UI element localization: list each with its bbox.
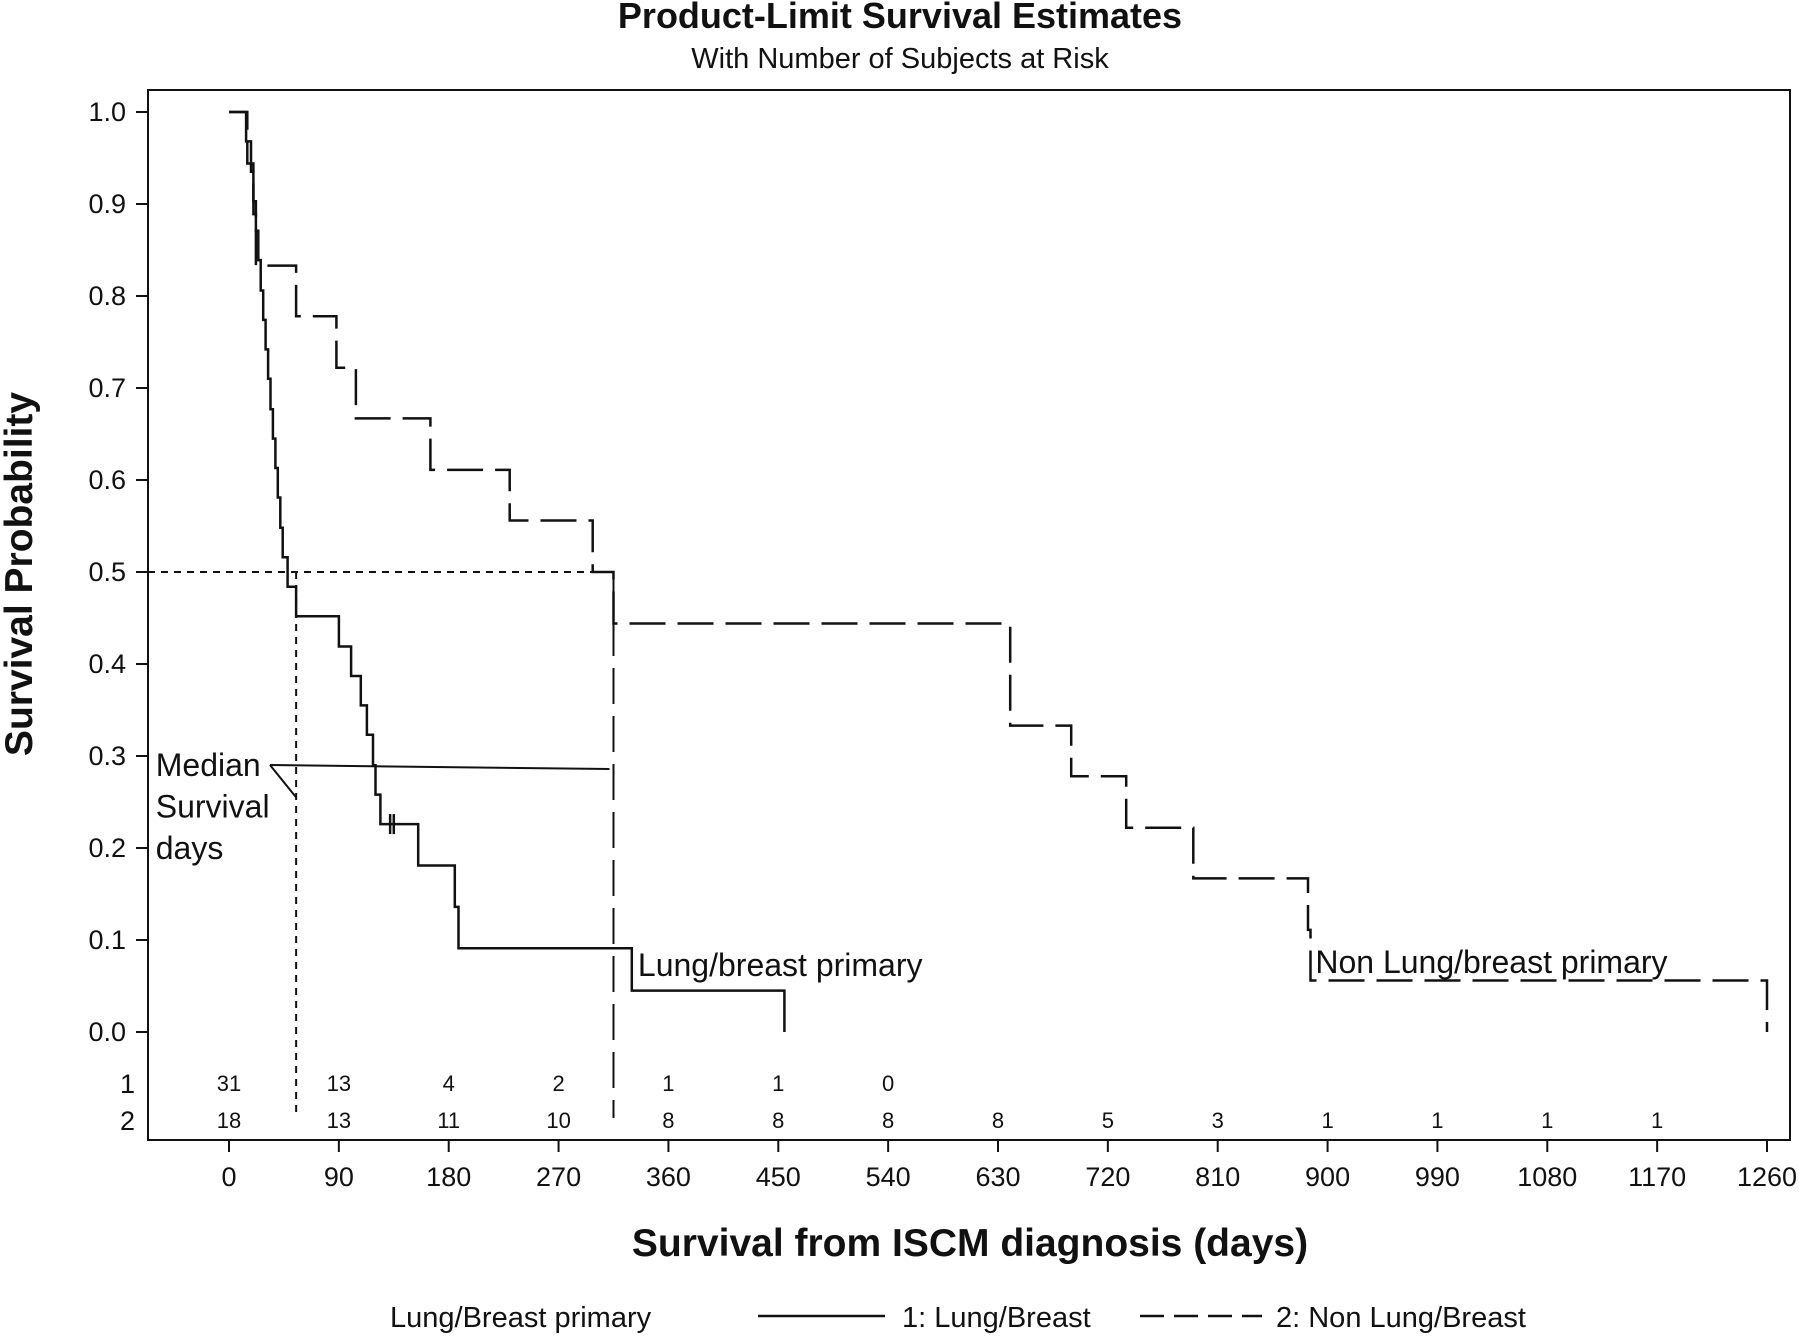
risk-value: 2 — [552, 1071, 564, 1096]
risk-value: 3 — [1212, 1108, 1224, 1133]
y-tick-label: 0.3 — [88, 741, 126, 771]
y-tick-label: 1.0 — [88, 97, 126, 127]
median-pointer-line — [269, 764, 610, 771]
risk-value: 8 — [992, 1108, 1004, 1133]
risk-value: 18 — [217, 1108, 241, 1133]
annotation-text: days — [156, 830, 224, 866]
x-tick-label: 450 — [756, 1162, 801, 1192]
risk-value: 8 — [662, 1108, 674, 1133]
risk-row-label: 1 — [120, 1069, 135, 1099]
risk-value: 4 — [443, 1071, 455, 1096]
risk-value: 11 — [437, 1108, 460, 1133]
annotation-text: Median — [156, 747, 261, 783]
annotation-text: Survival — [156, 789, 270, 825]
x-tick-label: 1170 — [1628, 1162, 1686, 1192]
annotation-text: Non Lung/breast primary — [1315, 944, 1667, 980]
y-tick-label: 0.8 — [88, 281, 126, 311]
risk-row-label: 2 — [120, 1106, 135, 1136]
x-axis-label: Survival from ISCM diagnosis (days) — [632, 1222, 1308, 1265]
y-tick-label: 0.9 — [88, 189, 126, 219]
risk-value: 1 — [1321, 1108, 1333, 1133]
x-tick-label: 180 — [426, 1162, 471, 1192]
chart-subtitle: With Number of Subjects at Risk — [691, 43, 1109, 75]
x-tick-label: 90 — [324, 1162, 354, 1192]
legend: Lung/Breast primary 1: Lung/Breast 2: No… — [390, 1302, 1526, 1334]
risk-value: 1 — [1431, 1108, 1443, 1133]
legend-entry-non-lung-breast: 2: Non Lung/Breast — [1276, 1302, 1526, 1334]
risk-value: 1 — [1541, 1108, 1553, 1133]
risk-value: 13 — [327, 1071, 351, 1096]
risk-value: 1 — [1651, 1108, 1663, 1133]
y-tick-label: 0.5 — [88, 557, 126, 587]
plot-frame — [147, 89, 1791, 1141]
y-axis-label: Survival Probability — [0, 392, 41, 756]
x-tick-label: 360 — [646, 1162, 691, 1192]
y-tick-label: 0.6 — [88, 465, 126, 495]
risk-value: 10 — [546, 1108, 570, 1133]
series-line-non-lung-breast — [229, 110, 1769, 1032]
x-tick-label: 810 — [1195, 1162, 1240, 1192]
x-tick-label: 1080 — [1517, 1162, 1577, 1192]
median-pointer-line — [269, 764, 297, 799]
series-line-lung-breast — [229, 110, 786, 1032]
x-tick-label: 990 — [1415, 1162, 1460, 1192]
x-tick-label: 270 — [536, 1162, 581, 1192]
y-tick-label: 0.2 — [88, 833, 126, 863]
x-tick-label: 540 — [866, 1162, 911, 1192]
x-tick-label: 1260 — [1737, 1162, 1797, 1192]
risk-value: 8 — [772, 1108, 784, 1133]
risk-value: 0 — [882, 1071, 894, 1096]
risk-value: 1 — [772, 1071, 784, 1096]
x-tick-label: 630 — [975, 1162, 1020, 1192]
risk-value: 31 — [217, 1071, 241, 1096]
plot-area: 0.00.10.20.30.40.50.60.70.80.91.00 90 180 2… — [88, 89, 1797, 1192]
legend-entry-lung-breast: 1: Lung/Breast — [902, 1302, 1091, 1334]
legend-title: Lung/Breast primary — [390, 1302, 652, 1334]
y-tick-label: 0.1 — [88, 925, 126, 955]
risk-value: 13 — [327, 1108, 351, 1133]
annotation-text: Lung/breast primary — [638, 947, 923, 983]
y-tick-label: 0.7 — [88, 373, 126, 403]
chart-title: Product-Limit Survival Estimates — [618, 0, 1182, 36]
risk-value: 1 — [662, 1071, 674, 1096]
x-tick-label: 900 — [1305, 1162, 1350, 1192]
y-tick-label: 0.0 — [88, 1017, 126, 1047]
x-tick-label: 720 — [1085, 1162, 1130, 1192]
x-tick-label: 0 — [221, 1162, 236, 1192]
y-tick-label: 0.4 — [88, 649, 126, 679]
risk-value: 5 — [1102, 1108, 1114, 1133]
risk-value: 8 — [882, 1108, 894, 1133]
